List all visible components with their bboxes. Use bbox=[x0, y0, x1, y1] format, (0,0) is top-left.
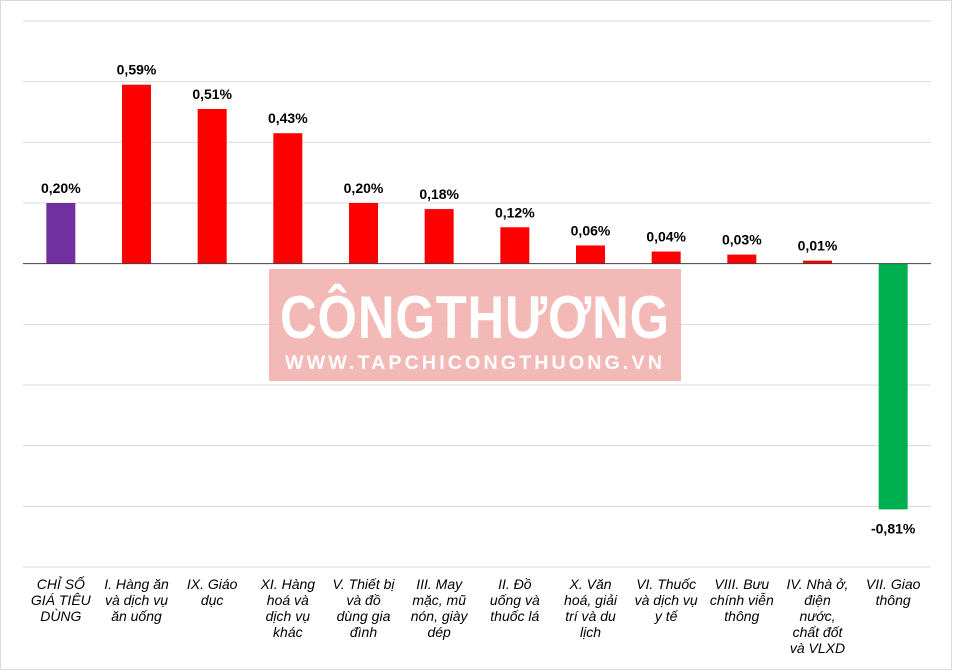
category-label: III. May mặc, mũ nón, giày dép bbox=[399, 576, 479, 640]
category-label: XI. Hàng hoá và dịch vụ khác bbox=[248, 576, 328, 640]
watermark-url: WWW.TAPCHICONGTHUONG.VN bbox=[285, 353, 665, 374]
category-label-line: VIII. Bưu bbox=[714, 576, 770, 592]
category-label-line: hoá, giải bbox=[564, 592, 617, 608]
category-label-line: V. Thiết bị bbox=[332, 576, 395, 592]
bar bbox=[500, 227, 530, 264]
bar bbox=[349, 203, 378, 264]
category-label-line: và dịch vụ bbox=[104, 592, 169, 608]
category-label-line: hoá và bbox=[266, 592, 309, 608]
category-label-line: y tế bbox=[654, 608, 678, 624]
category-label-line: DÙNG bbox=[40, 608, 82, 624]
data-label: 0,51% bbox=[192, 86, 232, 102]
category-label-line: XI. Hàng bbox=[260, 576, 316, 592]
data-label: 0,43% bbox=[268, 110, 308, 126]
category-label-line: VII. Giao bbox=[865, 576, 921, 592]
data-label: 0,01% bbox=[798, 238, 838, 254]
category-label-line: và đồ bbox=[346, 592, 381, 608]
data-label: -0,81% bbox=[871, 520, 916, 536]
data-label: 0,06% bbox=[571, 222, 611, 238]
bar bbox=[197, 108, 227, 264]
bar bbox=[803, 260, 832, 264]
data-label: 0,03% bbox=[722, 232, 762, 248]
category-label-line: III. May bbox=[416, 576, 463, 592]
category-label-line: đình bbox=[349, 624, 378, 640]
category-label: IV. Nhà ở, điện nước, chất đốt và VLXD bbox=[778, 576, 858, 656]
category-label-line: nước, bbox=[799, 608, 836, 624]
data-label: 0,20% bbox=[41, 180, 81, 196]
category-label: VIII. Bưu chính viễn thông bbox=[702, 576, 782, 624]
category-label-line: thuốc lá bbox=[490, 608, 540, 624]
data-label: 0,12% bbox=[495, 204, 535, 220]
bar bbox=[576, 245, 605, 264]
category-label-line: VI. Thuốc bbox=[636, 576, 697, 592]
category-label-line: dùng gia bbox=[336, 608, 391, 624]
bar bbox=[651, 251, 681, 264]
bar bbox=[727, 254, 757, 264]
bar bbox=[273, 133, 303, 264]
category-label-line: II. Đồ bbox=[498, 576, 532, 592]
category-label-line: mặc, mũ bbox=[412, 592, 466, 608]
category-label-line: GIÁ TIÊU bbox=[30, 592, 91, 608]
bar bbox=[46, 203, 76, 264]
category-label-line: IV. Nhà ở, bbox=[786, 576, 849, 592]
bars bbox=[46, 84, 908, 510]
data-label: 0,18% bbox=[419, 186, 459, 202]
data-label: 0,20% bbox=[344, 180, 384, 196]
watermark-title: CÔNGTHƯƠNG bbox=[280, 284, 670, 351]
category-label-line: lịch bbox=[579, 624, 601, 640]
category-label: IX. Giáo dục bbox=[172, 576, 252, 608]
category-label: V. Thiết bị và đồ dùng gia đình bbox=[324, 576, 404, 640]
category-label-line: dép bbox=[427, 624, 451, 640]
category-label-line: chính viễn bbox=[709, 592, 774, 608]
category-label-line: và dịch vụ bbox=[634, 592, 698, 608]
bar bbox=[424, 209, 454, 264]
category-label-line: X. Văn bbox=[569, 576, 612, 592]
watermark-logo: CÔNGTHƯƠNG WWW.TAPCHICONGTHUONG.VN bbox=[269, 269, 681, 381]
watermark-box bbox=[269, 269, 681, 381]
category-label-line: IX. Giáo bbox=[186, 576, 238, 592]
category-label-line: nón, giày bbox=[410, 608, 468, 624]
category-label-line: thông bbox=[875, 592, 911, 608]
category-label-line: ăn uống bbox=[111, 608, 162, 624]
category-label-line: uống và bbox=[489, 592, 540, 608]
data-label: 0,59% bbox=[117, 62, 157, 78]
category-label: II. Đồ uống và thuốc lá bbox=[475, 576, 555, 624]
category-label-line: dục bbox=[200, 592, 224, 608]
category-label-line: chất đốt bbox=[792, 624, 843, 640]
category-label-line: và VLXD bbox=[789, 640, 846, 656]
category-label: X. Văn hoá, giải trí và du lịch bbox=[551, 576, 631, 640]
category-label-line: trí và du bbox=[565, 608, 616, 624]
bar bbox=[122, 84, 151, 264]
category-label-line: I. Hàng ăn bbox=[104, 576, 169, 592]
data-labels: 0,20% 0,59% 0,51% 0,43% 0,20% 0,18% 0,12% 0,06%… bbox=[41, 62, 916, 537]
category-label: VII. Giao thông bbox=[853, 576, 933, 608]
category-label: CHỈ SỐ GIÁ TIÊU DÙNG bbox=[21, 576, 101, 624]
category-label: I. Hàng ăn và dịch vụ ăn uống bbox=[97, 576, 177, 624]
category-label-line: điện bbox=[804, 592, 831, 608]
category-label-line: thông bbox=[724, 608, 760, 624]
category-label: VI. Thuốc và dịch vụ y tế bbox=[626, 576, 706, 624]
data-label: 0,04% bbox=[646, 229, 686, 245]
category-label-line: khác bbox=[273, 624, 303, 640]
bar bbox=[878, 263, 908, 510]
category-label-line: CHỈ SỐ bbox=[36, 576, 85, 592]
category-label-line: dịch vụ bbox=[265, 608, 310, 624]
